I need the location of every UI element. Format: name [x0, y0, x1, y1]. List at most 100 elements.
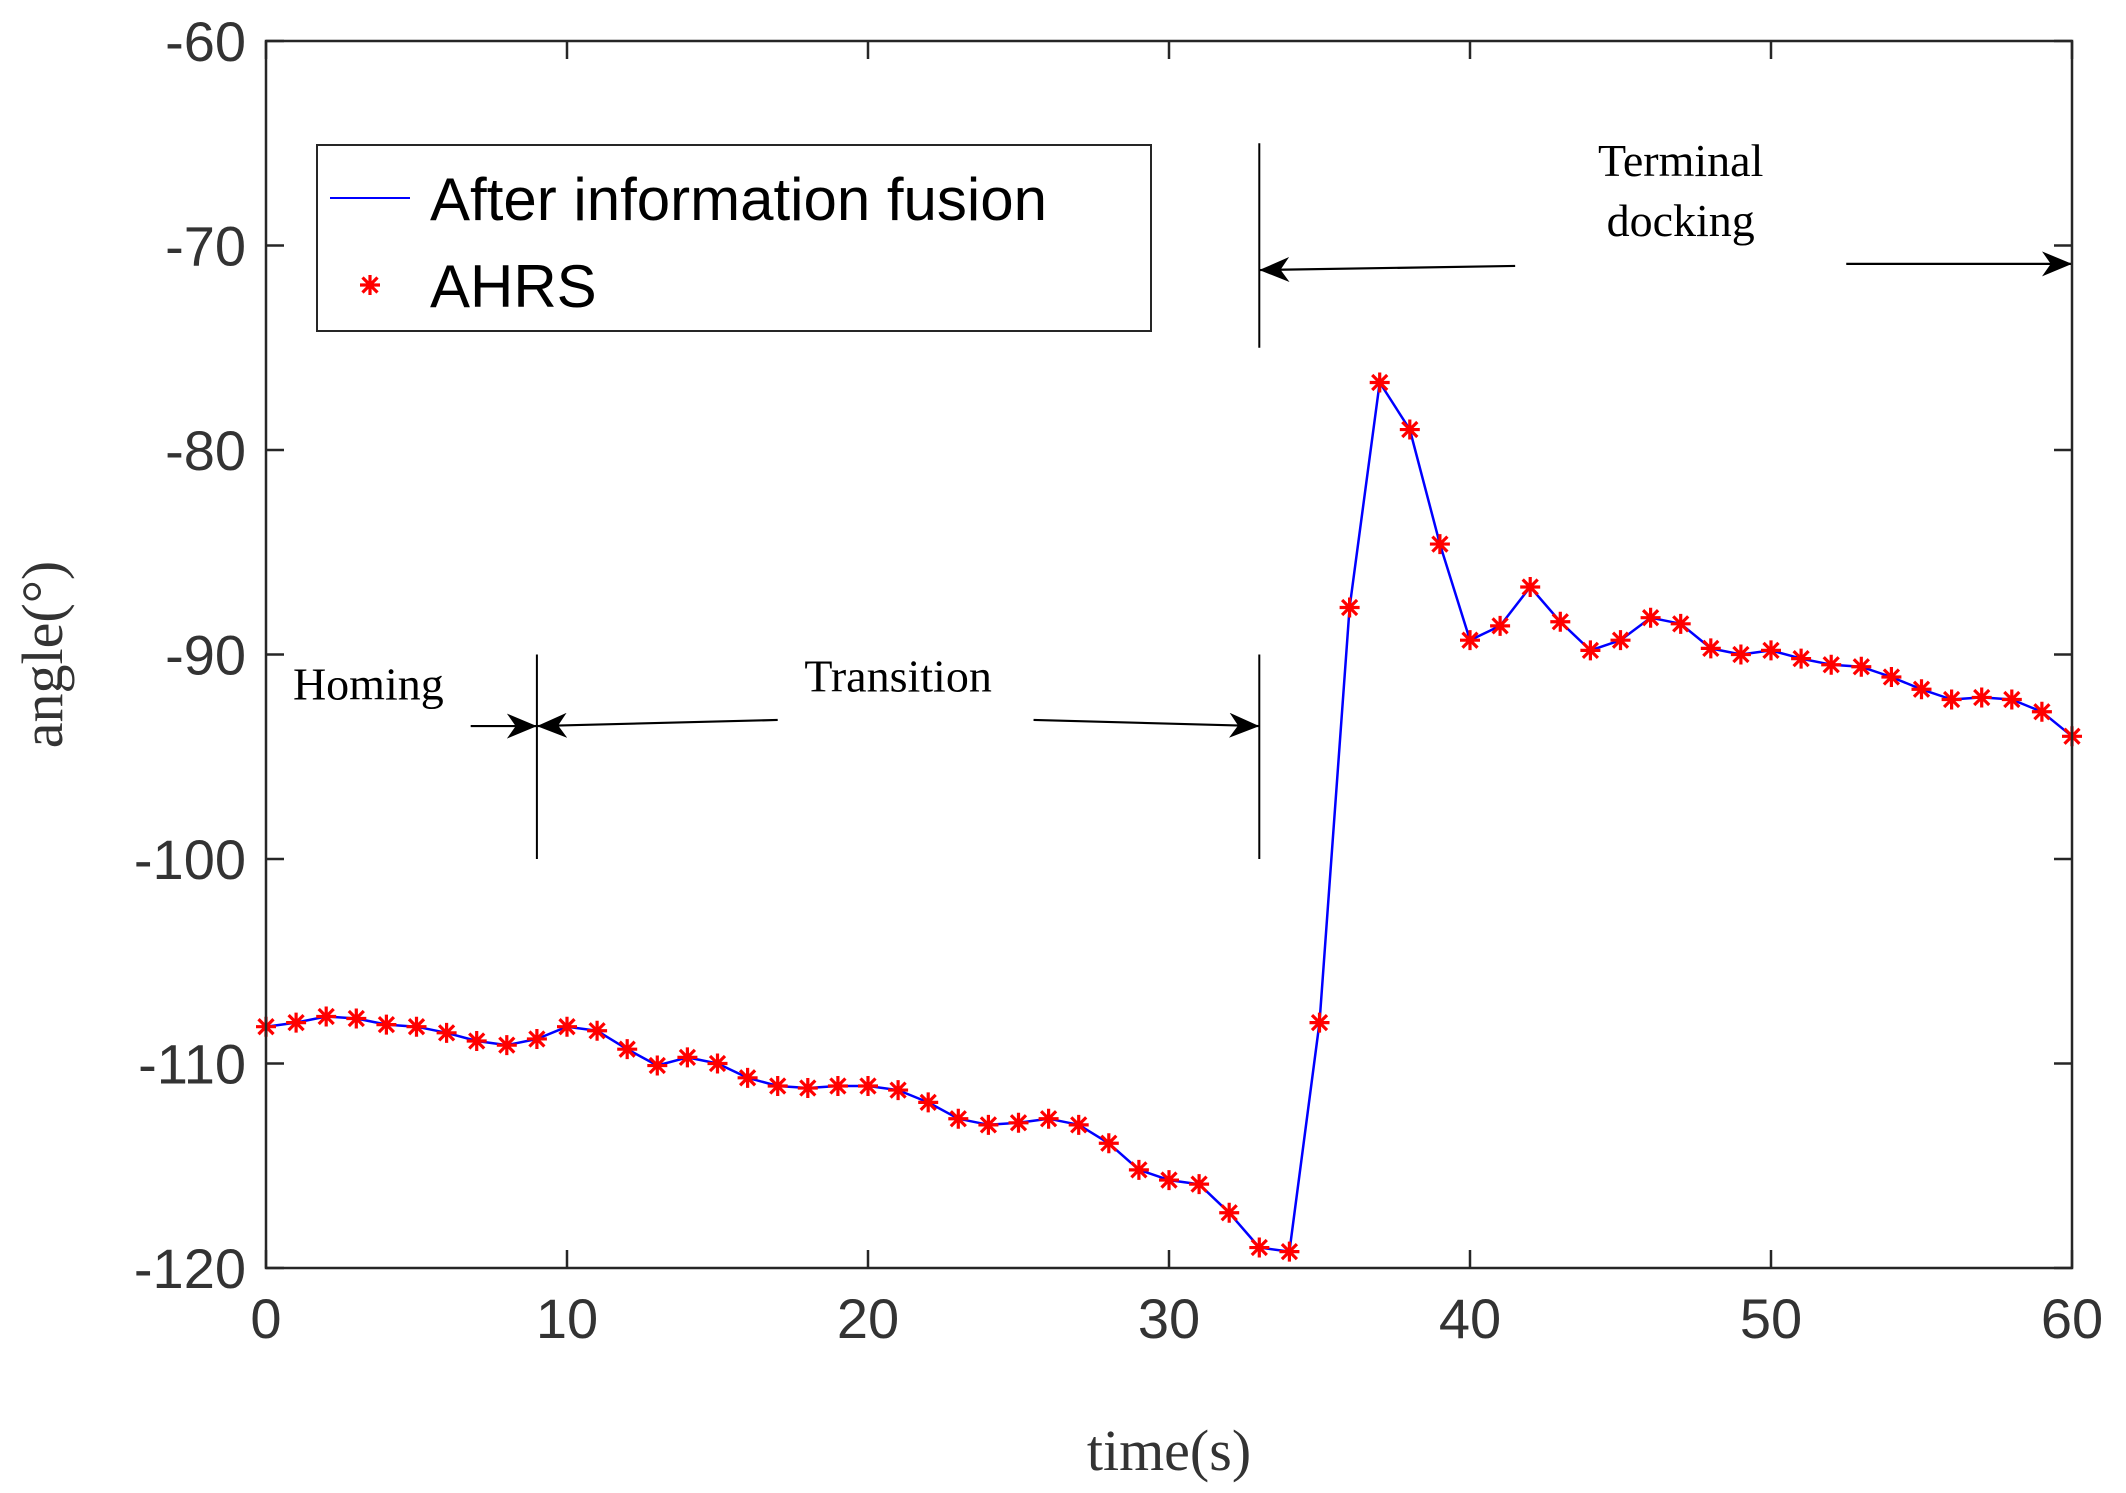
ahrs-point-glyph — [1369, 372, 1390, 393]
phase-label-terminal-docking: Terminal docking — [1598, 135, 1763, 246]
ahrs-point — [466, 1031, 487, 1052]
x-tick-label: 10 — [536, 1287, 598, 1350]
ahrs-point-glyph — [1219, 1202, 1240, 1223]
y-tick-label: -80 — [165, 419, 246, 482]
ahrs-point-glyph — [1700, 638, 1721, 659]
ahrs-point — [617, 1039, 638, 1060]
ahrs-point-glyph — [526, 1028, 547, 1049]
ahrs-point — [1249, 1237, 1270, 1258]
ahrs-point-glyph — [1309, 1012, 1330, 1033]
y-tick-label: -110 — [138, 1033, 246, 1096]
ahrs-point — [1610, 630, 1631, 651]
ahrs-point-glyph — [496, 1035, 517, 1056]
ahrs-point — [647, 1055, 668, 1076]
ahrs-point — [1068, 1114, 1089, 1135]
ahrs-point-glyph — [797, 1078, 818, 1099]
ahrs-point-glyph — [1399, 419, 1420, 440]
ahrs-point-glyph — [316, 1006, 337, 1027]
ahrs-point-glyph — [978, 1114, 999, 1135]
x-tick-label: 0 — [250, 1287, 281, 1350]
ahrs-point — [1851, 656, 1872, 677]
ahrs-point — [1219, 1202, 1240, 1223]
ahrs-point — [1580, 640, 1601, 661]
ahrs-point — [1038, 1108, 1059, 1129]
phase-label-homing: Homing — [293, 658, 444, 709]
ahrs-point-glyph — [1038, 1108, 1059, 1129]
phase-arrow-transition — [536, 712, 778, 738]
ahrs-point-glyph — [376, 1014, 397, 1035]
ahrs-point — [1881, 666, 1902, 687]
ahrs-point-glyph — [1490, 615, 1511, 636]
ahrs-point — [1761, 640, 1781, 661]
ahrs-point-glyph — [1911, 679, 1932, 700]
ahrs-point-glyph — [617, 1039, 638, 1060]
ahrs-point-glyph — [1189, 1174, 1210, 1195]
ahrs-point-glyph — [707, 1053, 728, 1074]
ahrs-point — [316, 1006, 337, 1027]
ahrs-point-glyph — [466, 1031, 487, 1052]
x-tick-label: 60 — [2041, 1287, 2103, 1350]
ahrs-point — [526, 1028, 547, 1049]
ahrs-point-glyph — [1791, 648, 1812, 669]
legend-label-fusion: After information fusion — [430, 166, 1047, 233]
y-tick-label: -100 — [134, 828, 246, 891]
ahrs-point-glyph — [1971, 687, 1992, 708]
ahrs-point — [436, 1022, 457, 1043]
ahrs-point-glyph — [1098, 1133, 1119, 1154]
ahrs-point-glyph — [557, 1016, 577, 1037]
ahrs-point-glyph — [1851, 656, 1872, 677]
ahrs-point — [2031, 701, 2052, 722]
ahrs-point-glyph — [918, 1092, 939, 1113]
ahrs-point-glyph — [1550, 611, 1571, 632]
ahrs-point-glyph — [1460, 630, 1480, 651]
ahrs-point — [1339, 597, 1360, 618]
ahrs-point-glyph — [1128, 1159, 1149, 1180]
ahrs-point-glyph — [677, 1047, 698, 1068]
ahrs-point — [918, 1092, 939, 1113]
ahrs-point-glyph — [1429, 534, 1450, 555]
ahrs-point — [286, 1012, 307, 1033]
ahrs-point — [827, 1075, 848, 1096]
ahrs-point-glyph — [858, 1075, 878, 1096]
phase-arrow-transition — [1033, 712, 1260, 738]
ahrs-point — [1941, 689, 1962, 710]
ahrs-point-glyph — [647, 1055, 668, 1076]
legend: After information fusion AHRS — [316, 144, 1152, 332]
legend-box — [316, 144, 1152, 332]
ahrs-point-glyph — [827, 1075, 848, 1096]
x-axis-ticks: 0 10 20 30 40 50 60 — [250, 41, 2103, 1350]
ahrs-point — [1128, 1159, 1149, 1180]
ahrs-point — [1460, 630, 1480, 651]
y-tick-label: -120 — [134, 1237, 246, 1300]
ahrs-point — [1821, 654, 1842, 675]
y-axis-ticks: -60 -70 -80 -90 -100 -110 -120 — [134, 10, 2072, 1300]
ahrs-point — [1399, 419, 1420, 440]
ahrs-point — [1791, 648, 1812, 669]
ahrs-point — [1971, 687, 1992, 708]
ahrs-point-glyph — [1881, 666, 1902, 687]
ahrs-point — [858, 1075, 878, 1096]
ahrs-point-glyph — [1279, 1241, 1300, 1262]
ahrs-point — [1520, 577, 1541, 598]
ahrs-point — [2001, 689, 2022, 710]
ahrs-point-glyph — [737, 1067, 758, 1088]
ahrs-point — [1640, 607, 1661, 628]
ahrs-point — [1189, 1174, 1210, 1195]
ahrs-point-glyph — [1249, 1237, 1270, 1258]
ahrs-point-glyph — [1580, 640, 1601, 661]
ahrs-point — [346, 1008, 367, 1029]
ahrs-point — [1279, 1241, 1300, 1262]
x-tick-label: 30 — [1138, 1287, 1200, 1350]
ahrs-point-glyph — [1008, 1112, 1029, 1133]
ahrs-point — [737, 1067, 758, 1088]
phase-arrow-terminal-docking — [1259, 257, 1516, 283]
ahrs-point — [1429, 534, 1450, 555]
ahrs-point — [1098, 1133, 1119, 1154]
ahrs-point — [797, 1078, 818, 1099]
phase-label-line: docking — [1607, 195, 1755, 246]
ahrs-point-glyph — [1068, 1114, 1089, 1135]
ahrs-point — [376, 1014, 397, 1035]
ahrs-point — [587, 1020, 608, 1041]
ahrs-point — [948, 1108, 969, 1129]
